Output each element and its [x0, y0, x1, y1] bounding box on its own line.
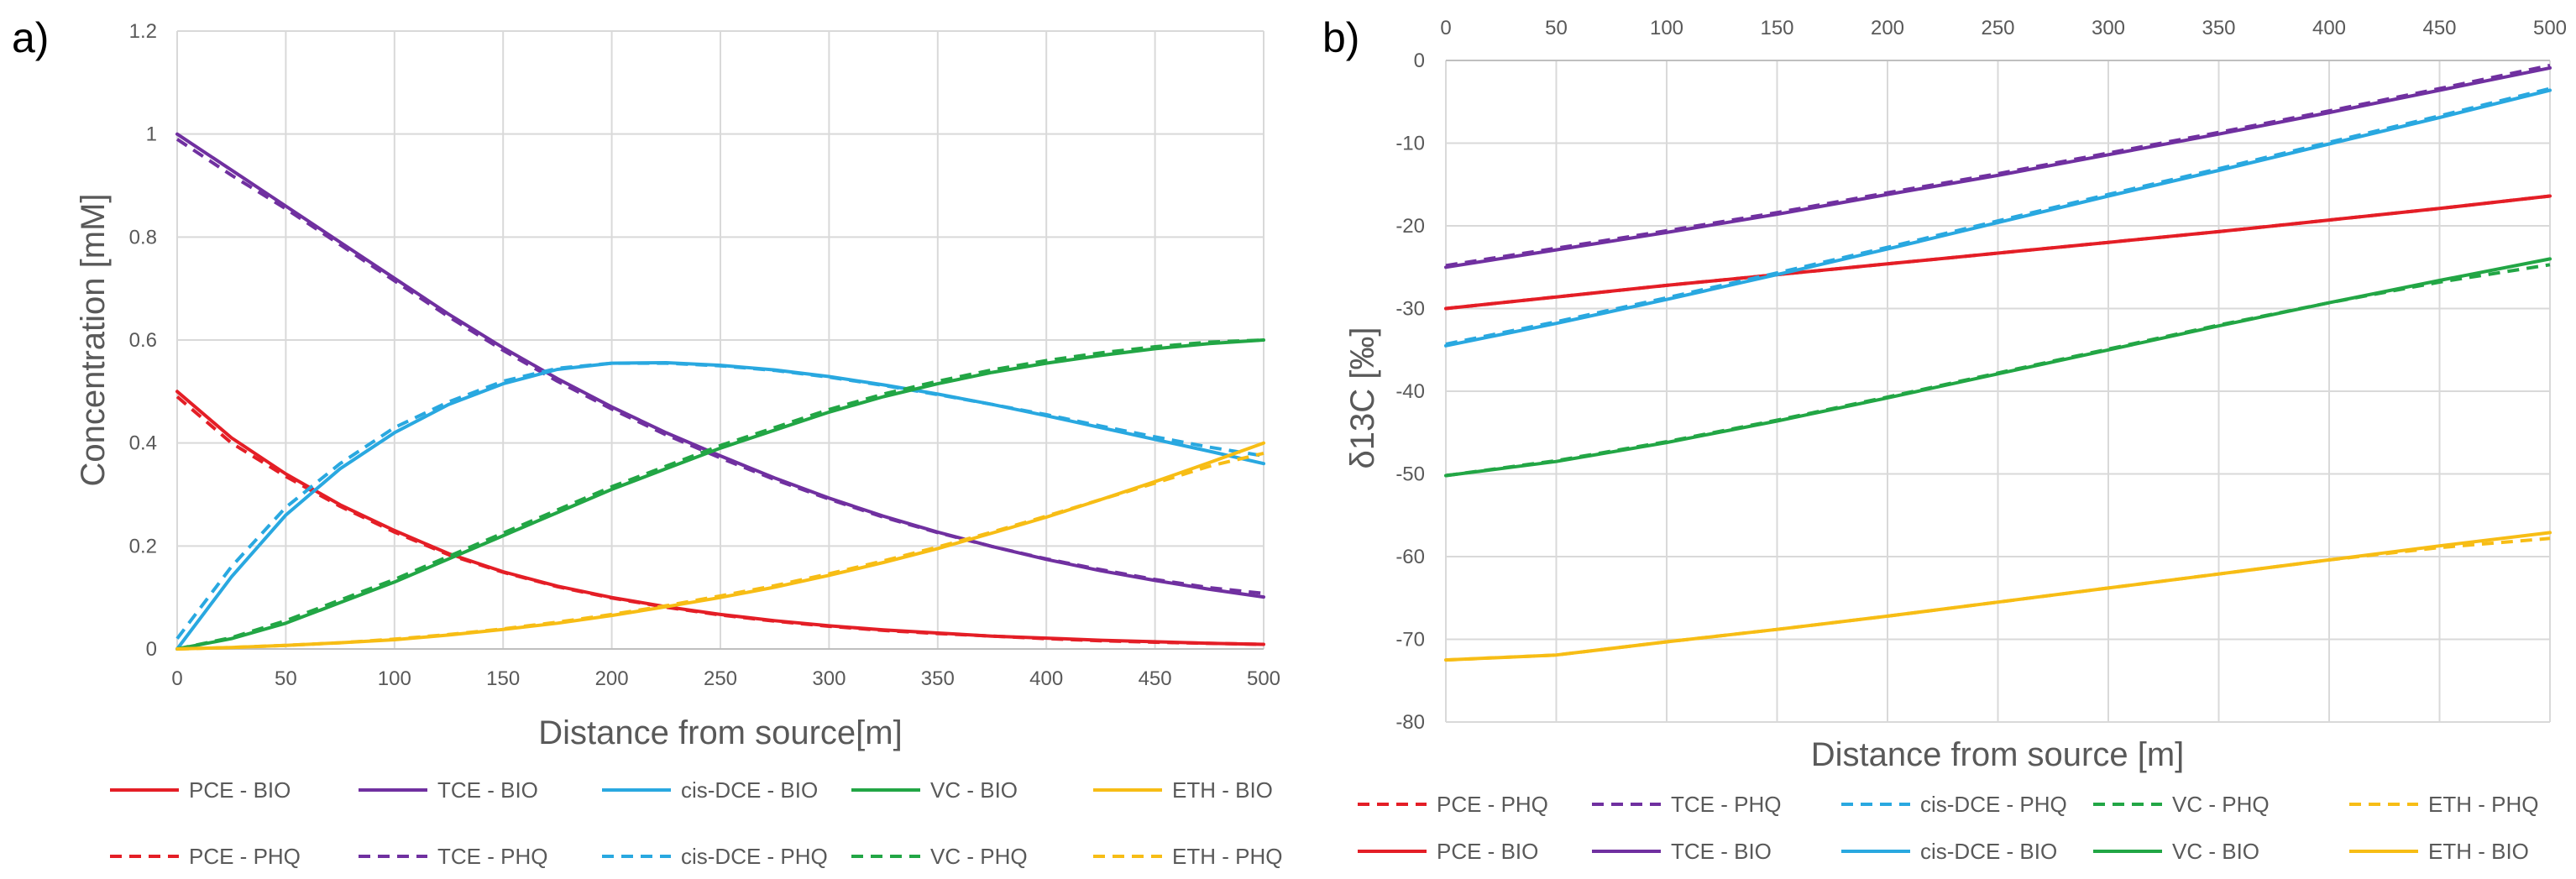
chart-b-y-tick-label: -60	[1395, 546, 1425, 568]
chart-a-y-tick-label: 1	[146, 123, 157, 146]
chart-a: a) 0 50 100 150 200 250 300 350 400 450 500 0 0.2 0.…	[12, 14, 1282, 869]
chart-a-x-tick-label: 500	[1247, 667, 1280, 690]
chart-b: b) 0 50 100 150 200 250 300 350 400 450 500 -80 -70…	[1322, 14, 2567, 864]
chart-b-series-vc-phq	[1445, 263, 2551, 478]
chart-a-series-eth-phq	[176, 451, 1264, 651]
chart-b-y-tick-label: -30	[1395, 298, 1425, 321]
panel-b-label: b)	[1322, 14, 1359, 61]
chart-b-x-tick-label: 350	[2202, 17, 2235, 39]
chart-a-series-cis-dce-phq	[175, 361, 1264, 640]
chart-a-legend-label: PCE - PHQ	[189, 844, 301, 869]
chart-b-x-tick-label: 450	[2422, 17, 2456, 39]
chart-a-x-tick-label: 350	[921, 667, 955, 690]
panel-a-label: a)	[12, 14, 49, 61]
chart-b-y-tick-label: -50	[1395, 463, 1425, 486]
chart-a-legend-label: cis-DCE - BIO	[681, 777, 818, 803]
chart-b-x-tick-label: 200	[1871, 17, 1904, 39]
chart-a-series-vc-phq	[176, 338, 1264, 651]
chart-b-legend-label: ETH - BIO	[2428, 839, 2529, 864]
chart-b-x-tick-label: 500	[2533, 17, 2567, 39]
chart-a-x-tick-label: 0	[171, 667, 182, 690]
chart-b-x-ticks: 0 50 100 150 200 250 300 350 400 450 500	[1440, 17, 2567, 39]
chart-a-legend-label: cis-DCE - PHQ	[681, 844, 828, 869]
chart-a-x-tick-label: 450	[1139, 667, 1172, 690]
chart-b-series-eth-phq	[1445, 536, 2551, 662]
chart-b-series-tce-phq	[1445, 63, 2551, 268]
chart-b-y-tick-label: -80	[1395, 711, 1425, 734]
chart-b-series-pce-phq	[1445, 194, 2551, 311]
chart-a-legend-label: VC - PHQ	[930, 844, 1028, 869]
chart-b-y-tick-label: -10	[1395, 133, 1425, 155]
chart-b-legend-label: VC - PHQ	[2172, 792, 2270, 817]
chart-b-x-axis-title: Distance from source [m]	[1811, 736, 2185, 773]
chart-a-y-axis-title: Concentration [mM]	[75, 193, 112, 486]
chart-b-x-tick-label: 300	[2092, 17, 2125, 39]
chart-a-x-tick-label: 400	[1029, 667, 1063, 690]
chart-b-legend-label: cis-DCE - PHQ	[1920, 792, 2067, 817]
chart-a-x-tick-label: 150	[486, 667, 520, 690]
chart-a-gridlines	[176, 30, 1264, 650]
chart-a-series-tce-phq	[175, 138, 1264, 595]
chart-b-gridlines	[1445, 60, 2551, 723]
chart-a-series-pce-phq	[175, 395, 1264, 646]
chart-b-legend-label: TCE - PHQ	[1671, 792, 1781, 817]
chart-b-legend: PCE - PHQ TCE - PHQ cis-DCE - PHQ VC - PHQ E…	[1358, 792, 2538, 864]
chart-b-y-tick-label: -40	[1395, 380, 1425, 403]
chart-b-legend-label: PCE - BIO	[1437, 839, 1538, 864]
chart-a-y-tick-label: 0	[146, 638, 157, 661]
chart-a-x-tick-label: 250	[704, 667, 737, 690]
chart-a-x-axis-title: Distance from source[m]	[538, 714, 902, 751]
chart-b-x-tick-label: 50	[1545, 17, 1568, 39]
chart-a-y-ticks: 0 0.2 0.4 0.6 0.8 1 1.2	[129, 20, 157, 661]
chart-a-x-tick-label: 200	[595, 667, 629, 690]
chart-a-x-tick-label: 300	[812, 667, 846, 690]
chart-b-x-tick-label: 400	[2312, 17, 2346, 39]
chart-b-y-tick-label: 0	[1414, 50, 1425, 72]
chart-a-legend-label: ETH - PHQ	[1172, 844, 1282, 869]
chart-a-legend-label: ETH - BIO	[1172, 777, 1273, 803]
chart-b-x-tick-label: 250	[1981, 17, 2014, 39]
chart-a-legend-label: VC - BIO	[930, 777, 1018, 803]
chart-b-legend-label: ETH - PHQ	[2428, 792, 2538, 817]
chart-b-legend-label: TCE - BIO	[1671, 839, 1772, 864]
chart-b-x-tick-label: 150	[1760, 17, 1793, 39]
chart-a-y-tick-label: 0.8	[129, 226, 157, 249]
chart-b-x-tick-label: 0	[1440, 17, 1451, 39]
chart-a-legend-label: TCE - PHQ	[437, 844, 547, 869]
chart-b-legend-label: PCE - PHQ	[1437, 792, 1548, 817]
chart-a-y-tick-label: 0.6	[129, 329, 157, 352]
chart-a-y-tick-label: 1.2	[129, 20, 157, 43]
chart-b-x-tick-label: 100	[1650, 17, 1683, 39]
chart-a-x-tick-label: 50	[275, 667, 297, 690]
chart-b-y-axis-title: δ13C [‰]	[1344, 327, 1381, 469]
chart-b-legend-label: cis-DCE - BIO	[1920, 839, 2057, 864]
chart-a-legend-label: TCE - BIO	[437, 777, 538, 803]
chart-b-legend-label: VC - BIO	[2172, 839, 2259, 864]
chart-a-x-tick-label: 100	[378, 667, 411, 690]
chart-b-y-tick-label: -70	[1395, 629, 1425, 651]
chart-b-series-cis-dce-phq	[1445, 86, 2551, 346]
chart-a-legend-label: PCE - BIO	[189, 777, 291, 803]
chart-a-legend: PCE - BIO TCE - BIO cis-DCE - BIO VC - BIO E…	[110, 777, 1282, 869]
chart-a-y-tick-label: 0.4	[129, 432, 157, 455]
chart-a-y-tick-label: 0.2	[129, 535, 157, 557]
chart-a-series-vc-bio	[175, 338, 1265, 651]
chart-b-series	[1444, 63, 2552, 662]
chart-b-y-tick-label: -20	[1395, 215, 1425, 238]
chart-a-series	[175, 132, 1265, 651]
chart-a-x-ticks: 0 50 100 150 200 250 300 350 400 450 500	[171, 667, 1280, 690]
chart-b-y-ticks: -80 -70 -60 -50 -40 -30 -20 -10 0	[1395, 50, 1425, 734]
